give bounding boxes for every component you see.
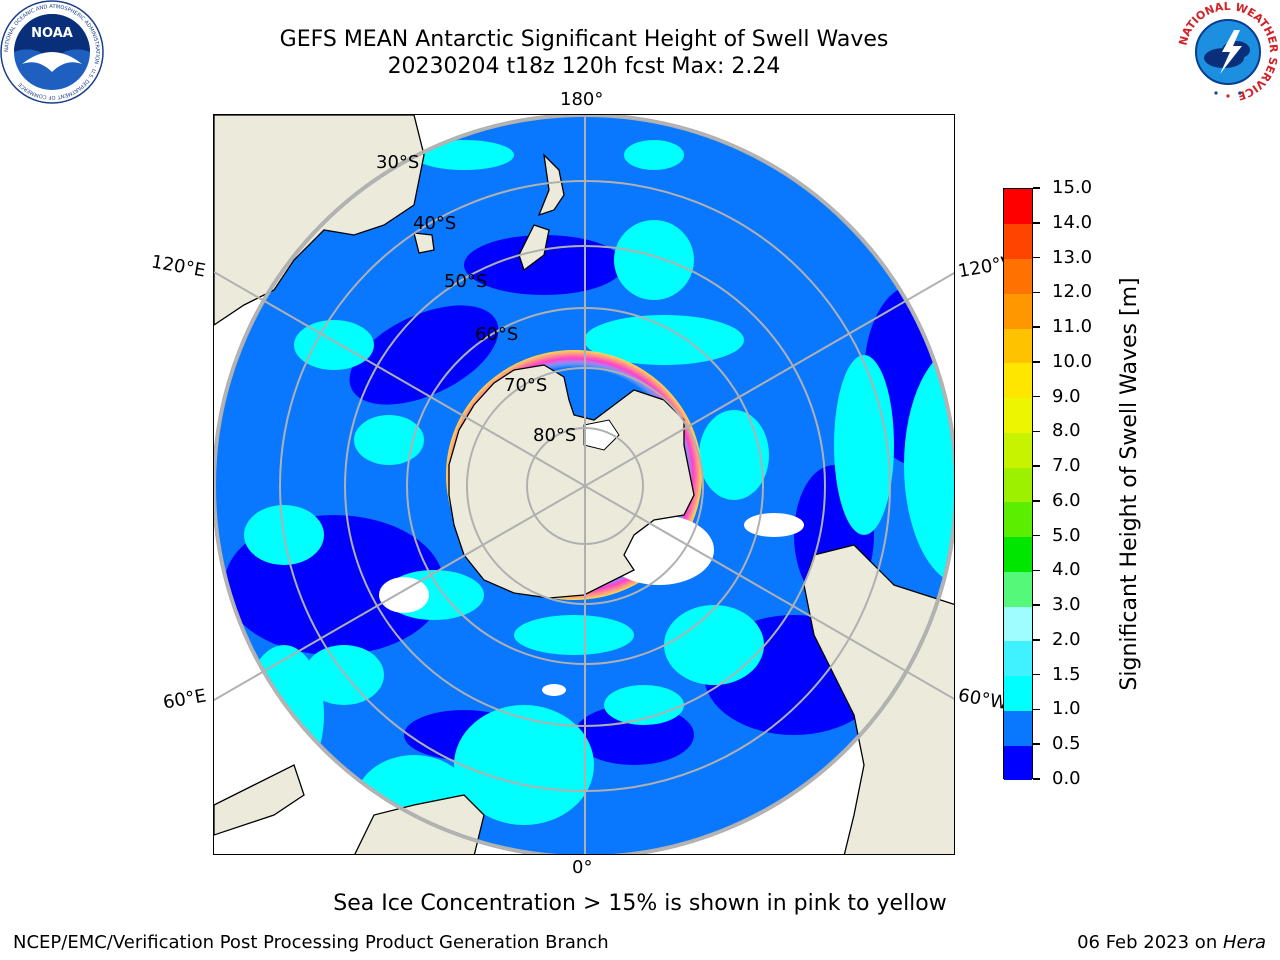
colorbar-tick-mark — [1033, 778, 1040, 780]
footer-date-text: 06 Feb 2023 on — [1077, 932, 1223, 953]
chart-subtitle: 20230204 t18z 120h fcst Max: 2.24 — [387, 54, 781, 79]
lon-label-0: 0° — [572, 857, 593, 878]
graticule — [214, 115, 954, 854]
colorbar-tick-mark — [1033, 430, 1040, 433]
colorbar-tick-mark — [1033, 187, 1040, 189]
colorbar-segment — [1004, 397, 1032, 433]
colorbar-tick-mark — [1033, 673, 1040, 676]
colorbar-tick-label: 2.0 — [1052, 628, 1081, 650]
colorbar-segment — [1004, 258, 1032, 294]
colorbar-tick-mark — [1033, 222, 1040, 224]
colorbar-tick-label: 5.0 — [1052, 524, 1081, 546]
chart-title: GEFS MEAN Antarctic Significant Height o… — [279, 27, 889, 52]
colorbar-tick-mark — [1033, 743, 1040, 745]
colorbar-tick-mark — [1033, 291, 1040, 294]
nws-logo: NATIONAL WEATHER SERVICE — [1176, 0, 1280, 104]
colorbar-tick-label: 8.0 — [1052, 420, 1081, 442]
svg-text:NOAA: NOAA — [31, 26, 73, 41]
lat-label-30s: 30°S — [376, 152, 420, 173]
colorbar-tick-mark — [1033, 256, 1040, 259]
colorbar-segment — [1004, 501, 1032, 538]
colorbar — [1003, 188, 1033, 781]
colorbar-segment — [1004, 675, 1032, 711]
colorbar-tick-label: 3.0 — [1052, 594, 1081, 616]
colorbar-segment — [1004, 710, 1032, 746]
noaa-logo: NATIONAL OCEANIC AND ATMOSPHERIC ADMINIS… — [0, 0, 104, 104]
sea-ice-note: Sea Ice Concentration > 15% is shown in … — [333, 891, 947, 916]
colorbar-tick-label: 14.0 — [1052, 211, 1093, 233]
colorbar-tick-label: 10.0 — [1052, 350, 1093, 372]
colorbar-segment — [1004, 745, 1032, 781]
colorbar-tick-mark — [1033, 534, 1040, 537]
lon-label-60e: 60°E — [161, 685, 208, 714]
footer-machine: Hera — [1222, 932, 1266, 953]
colorbar-tick-mark — [1033, 326, 1040, 328]
footer-credit: NCEP/EMC/Verification Post Processing Pr… — [13, 932, 609, 953]
lon-label-180: 180° — [560, 89, 604, 110]
colorbar-segment — [1004, 467, 1032, 503]
colorbar-tick-mark — [1033, 361, 1040, 363]
colorbar-tick-mark — [1033, 465, 1040, 467]
lat-label-50s: 50°S — [444, 271, 488, 292]
colorbar-tick-label: 1.5 — [1052, 663, 1081, 685]
colorbar-tick-label: 15.0 — [1052, 177, 1093, 198]
colorbar-segment — [1004, 536, 1032, 572]
colorbar-tick-label: 0.5 — [1052, 733, 1081, 755]
polar-map — [213, 114, 955, 855]
colorbar-tick-mark — [1033, 604, 1040, 606]
colorbar-tick-mark — [1033, 569, 1040, 572]
lon-label-120e: 120°E — [149, 251, 208, 282]
colorbar-tick-label: 9.0 — [1052, 385, 1081, 407]
colorbar-tick-mark — [1033, 395, 1040, 398]
colorbar-segment — [1004, 189, 1032, 225]
colorbar-label: Significant Height of Swell Waves [m] — [1117, 277, 1142, 691]
colorbar-tick-mark — [1033, 500, 1040, 502]
colorbar-tick-label: 7.0 — [1052, 455, 1081, 477]
colorbar-segment — [1004, 606, 1032, 642]
colorbar-tick-label: 13.0 — [1052, 246, 1093, 268]
colorbar-segment — [1004, 223, 1032, 259]
colorbar-tick-label: 0.0 — [1052, 768, 1081, 789]
colorbar-segment — [1004, 293, 1032, 329]
colorbar-tick-label: 11.0 — [1052, 316, 1093, 338]
colorbar-tick-label: 12.0 — [1052, 281, 1093, 303]
lat-label-80s: 80°S — [533, 425, 577, 446]
colorbar-tick-mark — [1033, 708, 1040, 711]
lat-label-60s: 60°S — [475, 324, 519, 345]
colorbar-segment — [1004, 432, 1032, 468]
colorbar-segment — [1004, 640, 1032, 677]
lat-label-40s: 40°S — [413, 213, 457, 234]
colorbar-tick-label: 4.0 — [1052, 559, 1081, 581]
lat-label-70s: 70°S — [504, 375, 548, 396]
colorbar-tick-label: 6.0 — [1052, 489, 1081, 511]
lon-label-60w: 60°W — [956, 684, 1010, 715]
colorbar-tick-mark — [1033, 639, 1040, 641]
colorbar-tick-label: 1.0 — [1052, 698, 1081, 720]
antarctica — [448, 364, 695, 599]
colorbar-segment — [1004, 328, 1032, 364]
footer-date: 06 Feb 2023 on Hera — [1077, 932, 1266, 953]
colorbar-segment — [1004, 571, 1032, 607]
land — [214, 115, 954, 854]
colorbar-segment — [1004, 362, 1032, 399]
